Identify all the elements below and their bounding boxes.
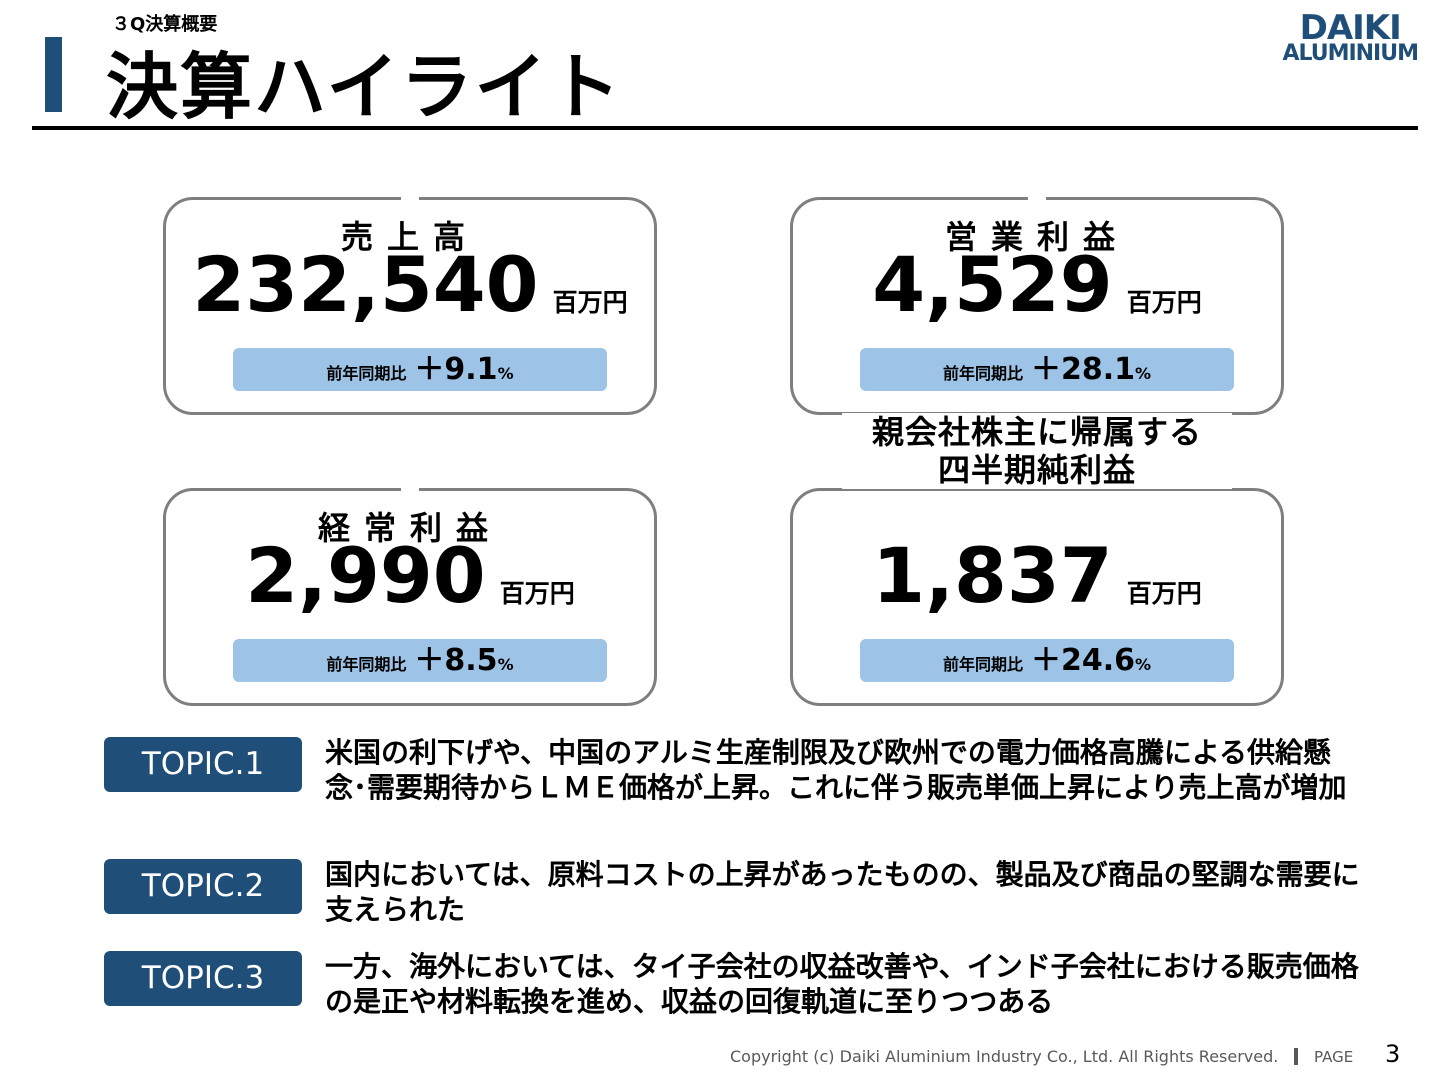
card-label-line: 経常利益 <box>317 509 502 547</box>
change-pill: 前年同期比 ＋8.5% <box>233 639 607 682</box>
kpi-card: 親会社株主に帰属する 四半期純利益 1,837 百万円前年同期比 ＋24.6% <box>790 413 1284 706</box>
card-value: 2,990 <box>245 531 486 620</box>
change-unit: % <box>497 364 514 383</box>
logo-line: DAIKI <box>1299 8 1402 48</box>
title: 決算ハイライト <box>106 45 623 129</box>
topic-text: 国内においては、原料コストの上昇があったものの、製品及び商品の堅調な需要に支えら… <box>325 858 1360 926</box>
card-label-line: 四半期純利益 <box>937 451 1136 489</box>
card-unit: 百万円 <box>1126 288 1202 317</box>
card-label-line: 親会社株主に帰属する <box>871 413 1202 451</box>
change-unit: % <box>1135 364 1152 383</box>
card-label: 親会社株主に帰属する 四半期純利益 <box>793 413 1281 489</box>
topic-text: 一方、海外においては、タイ子会社の収益改善や、インド子会社における販売価格の是正… <box>325 950 1359 1018</box>
card-value: 232,540 <box>192 240 539 329</box>
card-label-line: 売上高 <box>340 218 479 256</box>
logo-line: ALUMINIUM <box>1282 41 1419 67</box>
kpi-card: 経常利益 2,990 百万円前年同期比 ＋8.5% <box>163 465 657 706</box>
change-pill: 前年同期比 ＋9.1% <box>233 348 607 391</box>
compare-label: 前年同期比 <box>326 364 407 383</box>
change-unit: % <box>497 655 514 674</box>
card-value-row: 4,529 百万円 <box>793 240 1281 329</box>
card-unit: 百万円 <box>1126 579 1202 608</box>
title-bar <box>45 37 62 112</box>
section-label: ３Q決算概要 <box>112 14 218 35</box>
change-value: ＋8.5 <box>414 643 498 678</box>
card-value: 1,837 <box>872 531 1113 620</box>
compare-label: 前年同期比 <box>942 364 1023 383</box>
change-pill: 前年同期比 ＋28.1% <box>860 348 1234 391</box>
card-value: 4,529 <box>872 240 1113 329</box>
change-value: ＋24.6 <box>1030 643 1135 678</box>
header-rule <box>32 126 1418 130</box>
compare-label: 前年同期比 <box>942 655 1023 674</box>
card-value-row: 232,540 百万円 <box>166 240 654 329</box>
kpi-card: 営業利益 4,529 百万円前年同期比 ＋28.1% <box>790 174 1284 415</box>
page-bar <box>1294 1048 1298 1065</box>
change-value: ＋9.1 <box>414 352 498 387</box>
card-label-box: 親会社株主に帰属する 四半期純利益 <box>841 413 1232 489</box>
card-label: 経常利益 <box>166 465 654 587</box>
change-pill: 前年同期比 ＋24.6% <box>860 639 1234 682</box>
card-value-row: 1,837 百万円 <box>793 531 1281 620</box>
copyright: Copyright (c) Daiki Aluminium Industry C… <box>730 1047 1279 1066</box>
card-value-row: 2,990 百万円 <box>166 531 654 620</box>
topic-text: 米国の利下げや、中国のアルミ生産制限及び欧州での電力価格高騰による供給懸念･需要… <box>325 736 1347 804</box>
topic-badge: TOPIC.3 <box>104 951 302 1006</box>
page-label: PAGE <box>1314 1048 1354 1066</box>
change-unit: % <box>1135 655 1152 674</box>
topic-badge: TOPIC.2 <box>104 859 302 914</box>
kpi-card: 売上高 232,540 百万円前年同期比 ＋9.1% <box>163 174 657 415</box>
card-unit: 百万円 <box>499 579 575 608</box>
card-label: 営業利益 <box>793 174 1281 296</box>
page-number: 3 <box>1385 1040 1401 1068</box>
card-label: 売上高 <box>166 174 654 296</box>
card-unit: 百万円 <box>552 288 628 317</box>
compare-label: 前年同期比 <box>326 655 407 674</box>
topic-badge: TOPIC.1 <box>104 737 302 792</box>
logo: DAIKI ALUMINIUM <box>1282 8 1419 67</box>
card-label-line: 営業利益 <box>944 218 1129 256</box>
change-value: ＋28.1 <box>1030 352 1135 387</box>
